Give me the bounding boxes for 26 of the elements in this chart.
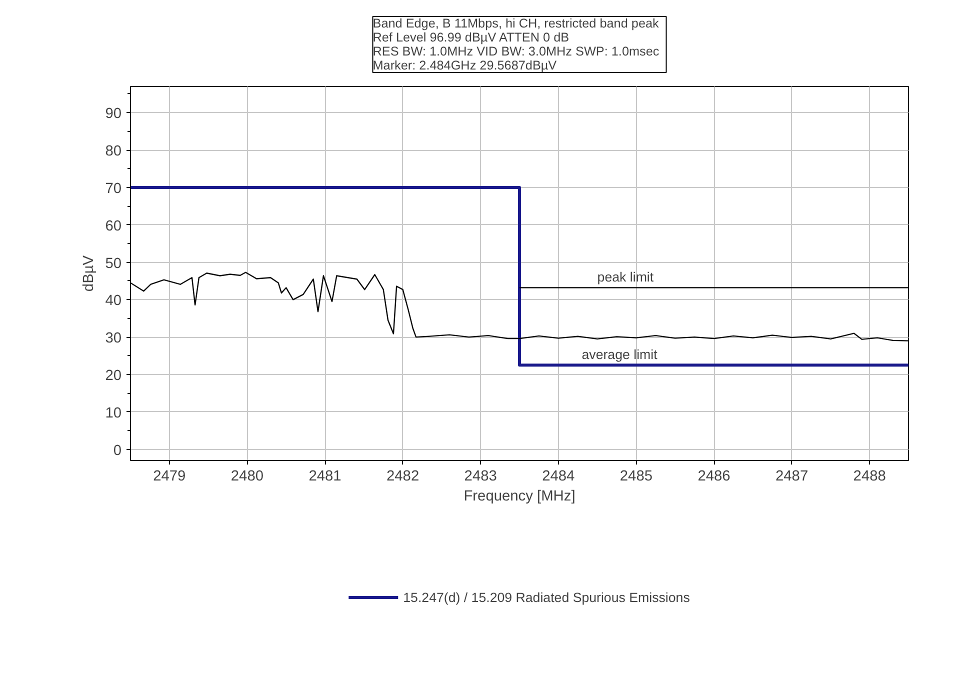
x-tick-label: 2488: [853, 468, 886, 484]
x-tick-label: 2481: [308, 468, 342, 484]
legend-label: 15.247(d) / 15.209 Radiated Spurious Emissions: [403, 590, 690, 604]
y-axis-title: dBµV: [81, 255, 98, 292]
x-tick-label: 2485: [620, 468, 653, 484]
y-tick-label: 20: [105, 368, 122, 384]
y-tick-label: 0: [113, 442, 122, 459]
annotation: peak limit: [597, 270, 654, 285]
y-tick-label: 60: [105, 218, 122, 234]
y-tick-label: 70: [105, 180, 122, 197]
x-tick-label: 2486: [698, 468, 730, 484]
x-tick-label: 2484: [542, 468, 575, 484]
x-tick-label: 2483: [464, 468, 497, 484]
y-tick-label: 50: [105, 256, 122, 272]
x-tick-label: 2487: [776, 468, 808, 484]
y-tick-label: 80: [105, 144, 122, 160]
x-tick-label: 2479: [153, 468, 186, 484]
y-tick-label: 90: [105, 106, 122, 122]
y-tick-label: 10: [105, 405, 122, 422]
annotation: average limit: [582, 347, 658, 362]
chart-title: Band Edge, B 11Mbps, hi CH, restricted band peak Ref Level 96.99 dBµV ATTEN 0 dB RES BW: 1.0MHz VID BW: 3.0MHz SWP: 1.0msec Marker: 2.484GHz 29.5687dBµV: [372, 16, 660, 72]
x-axis-title: Frequency [MHz]: [464, 488, 576, 504]
x-tick-label: 2480: [230, 468, 264, 484]
x-tick-label: 2482: [386, 468, 420, 484]
y-tick-label: 40: [105, 293, 122, 310]
y-tick-label: 30: [105, 330, 122, 347]
